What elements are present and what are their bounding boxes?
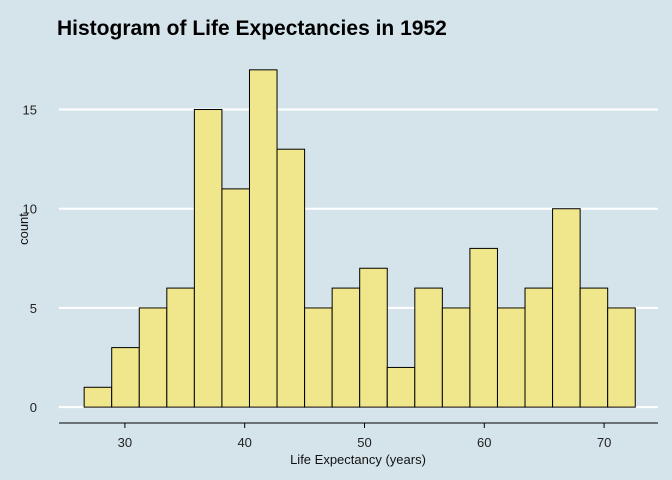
bar-15 <box>469 247 498 408</box>
bar-10 <box>331 287 361 408</box>
bar-19 <box>579 287 609 408</box>
bar-18 <box>552 208 581 408</box>
bar-14 <box>441 307 471 408</box>
y-tick-label-10: 10 <box>23 202 37 217</box>
y-axis-ticks: 0 5 10 15 <box>23 103 37 416</box>
bar-7 <box>248 69 278 408</box>
x-tick-label-50: 50 <box>357 435 371 450</box>
y-axis-title: count <box>16 213 31 245</box>
bar-20 <box>607 307 636 408</box>
bar-8 <box>276 148 306 408</box>
x-tick-label-70: 70 <box>597 435 611 450</box>
bar-16 <box>496 307 526 408</box>
x-axis-ticks: 30 40 50 60 70 <box>118 423 611 450</box>
histogram-bars <box>83 69 636 408</box>
bar-11 <box>359 267 388 408</box>
bar-3 <box>138 307 168 408</box>
x-axis-title: Life Expectancy (years) <box>290 452 426 467</box>
bar-9 <box>304 307 333 408</box>
x-tick-label-60: 60 <box>477 435 491 450</box>
y-tick-label-0: 0 <box>30 400 37 415</box>
bar-13 <box>414 287 443 408</box>
bar-5 <box>193 109 223 408</box>
x-tick-label-40: 40 <box>237 435 251 450</box>
x-tick-label-30: 30 <box>118 435 132 450</box>
bar-17 <box>524 287 554 408</box>
bar-2 <box>111 347 140 408</box>
bar-1 <box>83 386 113 408</box>
bar-6 <box>221 188 250 408</box>
y-tick-label-15: 15 <box>23 103 37 118</box>
bar-12 <box>386 366 416 408</box>
y-tick-label-5: 5 <box>30 301 37 316</box>
bar-4 <box>166 287 195 408</box>
chart-title: Histogram of Life Expectancies in 1952 <box>57 17 447 40</box>
